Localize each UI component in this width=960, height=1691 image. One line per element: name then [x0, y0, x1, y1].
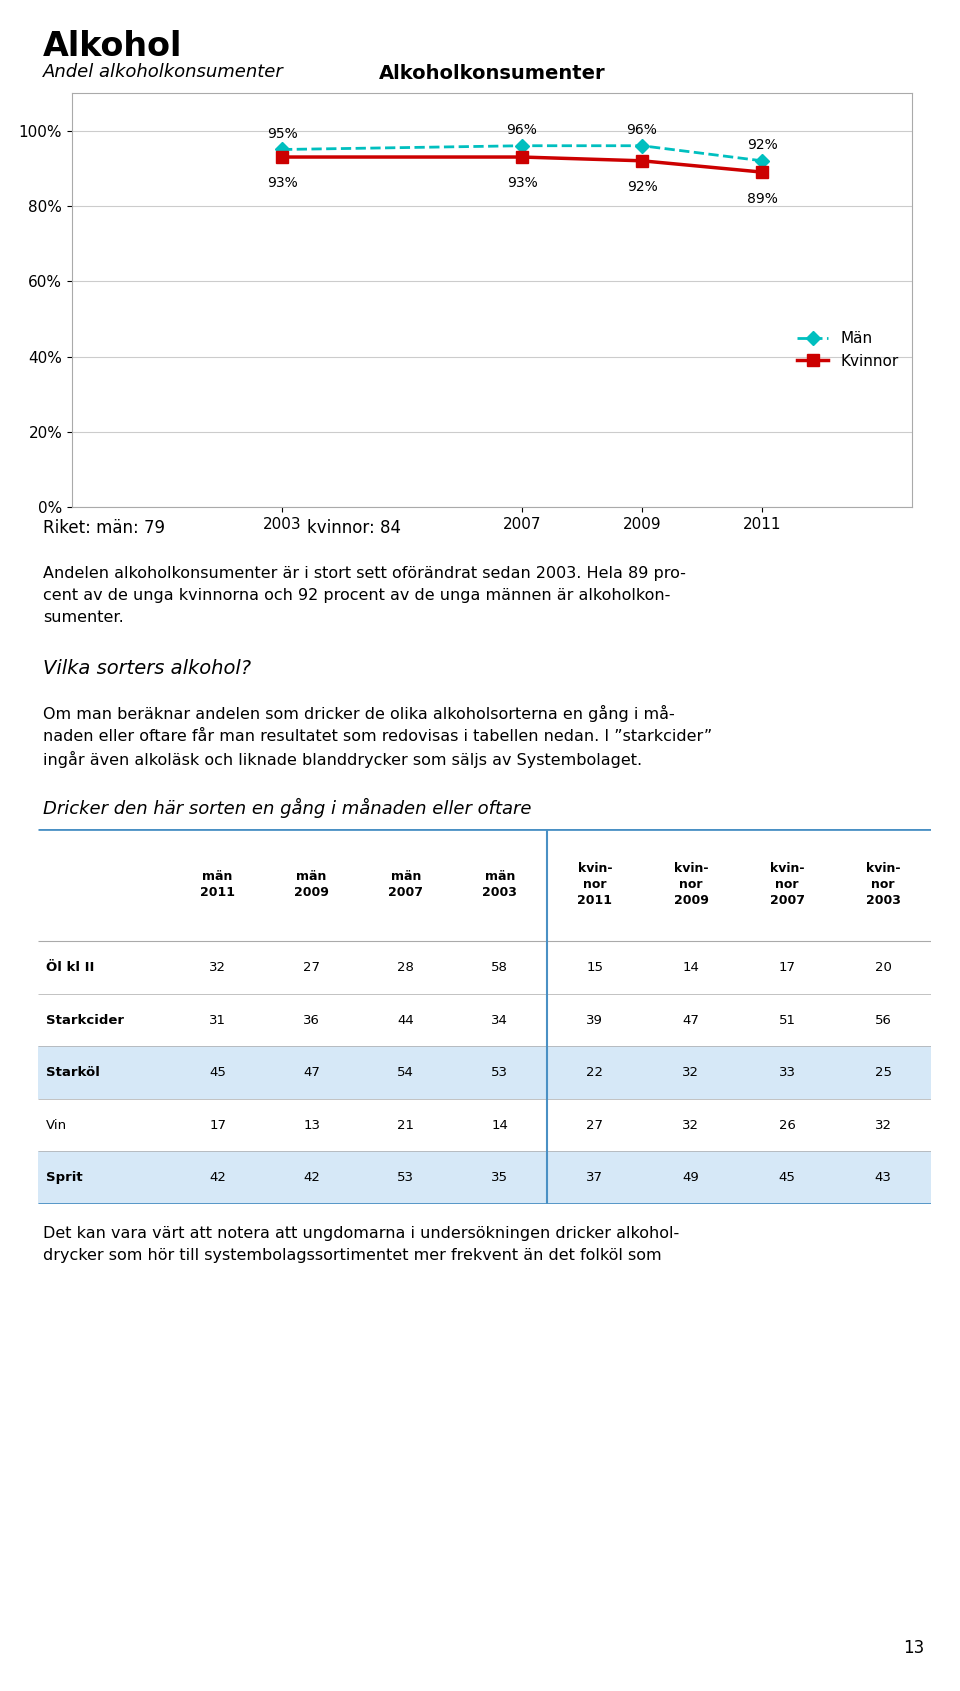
- Text: 49: 49: [683, 1172, 699, 1184]
- Text: 17: 17: [209, 1119, 227, 1131]
- Text: 34: 34: [492, 1013, 508, 1026]
- Text: 27: 27: [587, 1119, 604, 1131]
- Text: 26: 26: [779, 1119, 796, 1131]
- Text: 31: 31: [209, 1013, 227, 1026]
- Text: 53: 53: [397, 1172, 414, 1184]
- Text: 39: 39: [587, 1013, 603, 1026]
- Text: kvin-
nor
2007: kvin- nor 2007: [770, 862, 804, 908]
- Text: män
2009: män 2009: [295, 871, 329, 900]
- Text: 36: 36: [303, 1013, 320, 1026]
- Text: 42: 42: [209, 1172, 226, 1184]
- Text: Starkcider: Starkcider: [45, 1013, 124, 1026]
- Text: 32: 32: [209, 960, 227, 974]
- Text: 93%: 93%: [507, 176, 538, 191]
- Text: 43: 43: [875, 1172, 892, 1184]
- Text: 44: 44: [397, 1013, 414, 1026]
- Text: 22: 22: [587, 1065, 604, 1079]
- Text: 35: 35: [492, 1172, 508, 1184]
- Text: Riket: män: 79: Riket: män: 79: [43, 519, 165, 538]
- Text: 27: 27: [303, 960, 321, 974]
- Text: 32: 32: [683, 1065, 700, 1079]
- Text: Andel alkoholkonsumenter: Andel alkoholkonsumenter: [43, 63, 284, 81]
- Text: Starköl: Starköl: [45, 1065, 100, 1079]
- Text: 14: 14: [683, 960, 700, 974]
- Text: Öl kl II: Öl kl II: [45, 960, 94, 974]
- Text: 15: 15: [587, 960, 604, 974]
- Text: män
2003: män 2003: [482, 871, 517, 900]
- Text: 58: 58: [492, 960, 508, 974]
- Text: kvin-
nor
2011: kvin- nor 2011: [577, 862, 612, 908]
- Text: 53: 53: [492, 1065, 508, 1079]
- Text: 93%: 93%: [267, 176, 298, 191]
- Text: 21: 21: [397, 1119, 414, 1131]
- Text: 56: 56: [875, 1013, 892, 1026]
- Text: 92%: 92%: [627, 181, 658, 194]
- Text: Om man beräknar andelen som dricker de olika alkoholsorterna en gång i må-
naden: Om man beräknar andelen som dricker de o…: [43, 705, 712, 768]
- Text: Dricker den här sorten en gång i månaden eller oftare: Dricker den här sorten en gång i månaden…: [43, 798, 532, 818]
- Text: 47: 47: [683, 1013, 700, 1026]
- Text: 96%: 96%: [507, 123, 538, 137]
- Text: 89%: 89%: [747, 191, 778, 206]
- Bar: [38, 942, 931, 994]
- Text: 13: 13: [303, 1119, 321, 1131]
- Text: 95%: 95%: [267, 127, 298, 140]
- Text: 17: 17: [779, 960, 796, 974]
- Text: kvinnor: 84: kvinnor: 84: [307, 519, 401, 538]
- Text: 92%: 92%: [747, 139, 778, 152]
- Text: Vin: Vin: [45, 1119, 66, 1131]
- Text: Alkohol: Alkohol: [43, 30, 182, 64]
- Text: 51: 51: [779, 1013, 796, 1026]
- Text: 45: 45: [779, 1172, 796, 1184]
- Bar: [38, 994, 931, 1047]
- Text: kvin-
nor
2009: kvin- nor 2009: [674, 862, 708, 908]
- Text: 13: 13: [903, 1639, 924, 1657]
- Text: 54: 54: [397, 1065, 414, 1079]
- Text: 33: 33: [779, 1065, 796, 1079]
- Bar: [38, 829, 931, 942]
- Text: Det kan vara värt att notera att ungdomarna i undersökningen dricker alkohol-
dr: Det kan vara värt att notera att ungdoma…: [43, 1226, 680, 1263]
- Text: Andelen alkoholkonsumenter är i stort sett oförändrat sedan 2003. Hela 89 pro-
c: Andelen alkoholkonsumenter är i stort se…: [43, 566, 686, 624]
- Text: 20: 20: [875, 960, 892, 974]
- Text: 37: 37: [587, 1172, 604, 1184]
- Text: 32: 32: [875, 1119, 892, 1131]
- Bar: [38, 1152, 931, 1204]
- Text: 96%: 96%: [627, 123, 658, 137]
- Legend: Män, Kvinnor: Män, Kvinnor: [791, 325, 904, 375]
- Bar: [38, 1099, 931, 1152]
- Text: 47: 47: [303, 1065, 320, 1079]
- Text: kvin-
nor
2003: kvin- nor 2003: [866, 862, 900, 908]
- Text: Vilka sorters alkohol?: Vilka sorters alkohol?: [43, 659, 252, 678]
- Text: 14: 14: [492, 1119, 508, 1131]
- Text: 45: 45: [209, 1065, 226, 1079]
- Text: 28: 28: [397, 960, 414, 974]
- Text: män
2007: män 2007: [388, 871, 423, 900]
- Text: 42: 42: [303, 1172, 320, 1184]
- Text: män
2011: män 2011: [200, 871, 235, 900]
- Text: Sprit: Sprit: [45, 1172, 83, 1184]
- Text: 32: 32: [683, 1119, 700, 1131]
- Bar: [38, 1047, 931, 1099]
- Title: Alkoholkonsumenter: Alkoholkonsumenter: [378, 64, 606, 83]
- Text: 25: 25: [875, 1065, 892, 1079]
